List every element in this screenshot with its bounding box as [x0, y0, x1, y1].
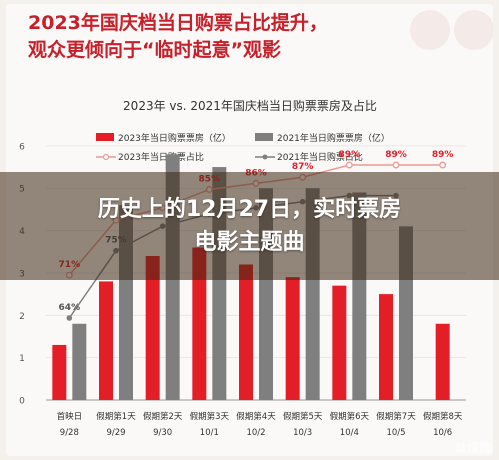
y-tick-label: 2 [19, 312, 25, 322]
overlay-title-line2: 电影主题曲 [194, 230, 305, 255]
x-tick-date: 10/4 [340, 428, 359, 438]
bar-2023 [435, 323, 450, 400]
bar-2023 [379, 294, 393, 400]
y-tick-label: 1 [19, 354, 25, 364]
x-tick-date: 10/6 [433, 428, 452, 438]
line-2021-point [66, 315, 73, 321]
bar-2023 [99, 281, 113, 400]
line-2023-point [439, 161, 447, 169]
x-tick-label: 假期第3天 [190, 411, 230, 422]
bar-2023 [332, 285, 347, 400]
legend-marker-line-2023 [102, 153, 110, 161]
legend-label-line-2021: 2021年当日购票占比 [277, 151, 363, 163]
x-tick-label: 首映日 [57, 411, 83, 422]
watermark-logo: 鈦媒體 [454, 441, 491, 455]
bar-2023 [52, 344, 67, 400]
line-2023-data-label: 89% [432, 150, 454, 160]
x-tick-date: 9/28 [60, 428, 79, 438]
legend-marker-line-2021 [262, 154, 268, 160]
line-2023-data-label: 89% [385, 150, 407, 160]
legend-swatch-bar-2023 [96, 133, 114, 141]
headline: 2023年国庆档当日购票占比提升， 观众更倾向于“临时起意”观影 [28, 10, 328, 64]
x-tick-date: 10/3 [293, 428, 312, 438]
bar-2023 [239, 264, 253, 400]
chart-title: 2023年 vs. 2021年国庆档当日购票票房及占比 [123, 98, 377, 113]
line-2023-data-label: 89% [339, 150, 361, 160]
x-tick-date: 10/1 [200, 428, 219, 438]
x-tick-date: 10/5 [386, 428, 405, 438]
x-tick-date: 9/30 [153, 428, 172, 438]
x-tick-label: 假期第4天 [236, 411, 276, 422]
legend-label-line-2023: 2023年当日购票占比 [118, 151, 204, 163]
headline-line2: 观众更倾向于“临时起意”观影 [28, 39, 281, 61]
line-2023-point [392, 161, 400, 169]
x-tick-date: 9/29 [106, 428, 125, 438]
bar-2023 [192, 247, 207, 400]
bar-2023 [285, 277, 300, 400]
headline-line1: 2023年国庆档当日购票占比提升， [28, 12, 328, 34]
x-tick-label: 假期第8天 [423, 411, 463, 422]
line-2023-point [345, 161, 353, 169]
bar-2021 [72, 323, 87, 400]
y-tick-label: 6 [19, 142, 25, 152]
logo-icon-right [454, 10, 493, 50]
line-2023-data-label: 87% [292, 162, 314, 172]
x-tick-label: 假期第1天 [96, 411, 136, 422]
x-tick-label: 假期第6天 [330, 411, 370, 422]
line-2021-data-label: 64% [59, 303, 81, 313]
legend-label-bar-2023: 2023年当日购票票房（亿） [118, 132, 231, 144]
y-tick-label: 0 [19, 397, 25, 407]
x-tick-label: 假期第5天 [283, 411, 323, 422]
x-tick-label: 假期第7天 [376, 411, 416, 422]
x-tick-label: 假期第2天 [143, 411, 183, 422]
x-tick-date: 10/2 [246, 428, 265, 438]
legend-label-bar-2021: 2021年当日购票票房（亿） [277, 132, 390, 144]
bar-2023 [145, 256, 160, 400]
legend-swatch-bar-2021 [255, 133, 273, 141]
logo-icon-left [410, 10, 450, 50]
caption-overlay: 历史上的12月27日，实时票房 电影主题曲 [0, 172, 499, 280]
overlay-title-line1: 历史上的12月27日，实时票房 [97, 197, 402, 222]
